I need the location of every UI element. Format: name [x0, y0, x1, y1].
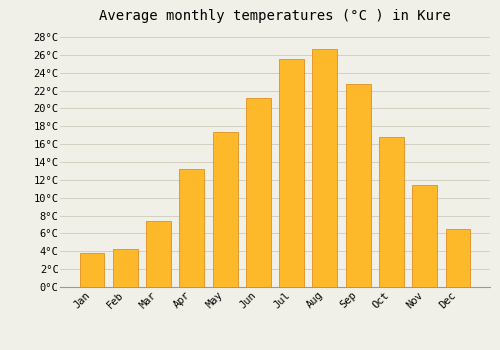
Title: Average monthly temperatures (°C ) in Kure: Average monthly temperatures (°C ) in Ku… [99, 9, 451, 23]
Bar [180, 169, 204, 287]
Bar [279, 59, 304, 287]
Bar [146, 221, 171, 287]
Bar [446, 229, 470, 287]
Bar [412, 185, 437, 287]
Bar [246, 98, 271, 287]
Bar [212, 133, 238, 287]
Bar [80, 253, 104, 287]
Bar [113, 248, 138, 287]
Bar [346, 84, 370, 287]
Bar [312, 49, 338, 287]
Bar [379, 137, 404, 287]
